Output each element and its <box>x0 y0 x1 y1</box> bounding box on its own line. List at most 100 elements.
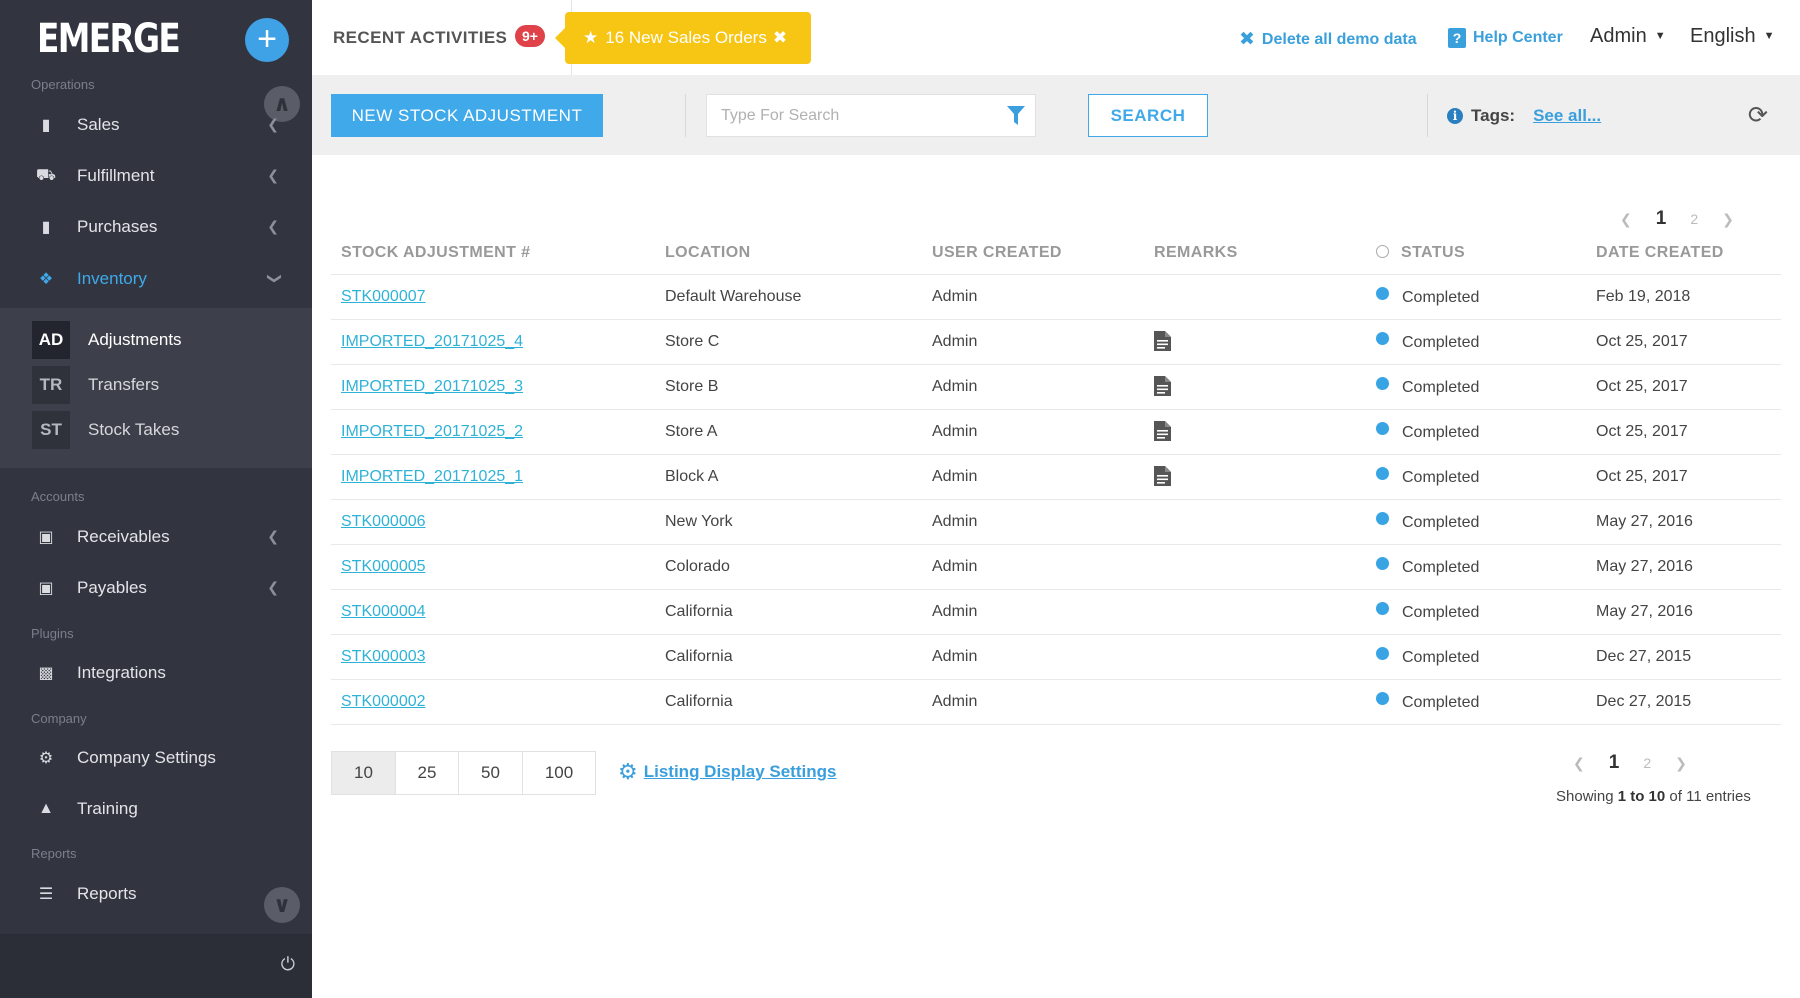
cell-remarks <box>1154 544 1376 590</box>
cell-remarks <box>1154 589 1376 635</box>
cell-id: STK000006 <box>331 499 665 545</box>
delete-demo-data-link[interactable]: ✖ Delete all demo data <box>1239 28 1417 51</box>
filter-icon[interactable] <box>1007 106 1025 126</box>
page-size-option[interactable]: 10 <box>332 752 396 794</box>
adjustment-link[interactable]: STK000002 <box>341 692 426 710</box>
power-icon[interactable]: ⏻ <box>280 954 295 974</box>
new-sales-orders-notice[interactable]: ★ 16 New Sales Orders ✖ <box>555 12 811 64</box>
column-header-location[interactable]: LOCATION <box>665 232 932 275</box>
search-input[interactable] <box>707 95 987 136</box>
page-current[interactable]: 1 <box>1655 208 1667 229</box>
table-row[interactable]: STK000004 California Admin Completed May 27,… <box>331 589 1781 635</box>
table-row[interactable]: IMPORTED_20171025_1 Block A Admin Completed… <box>331 454 1781 500</box>
language-dropdown[interactable]: English ▼ <box>1690 25 1775 48</box>
section-accounts: Accounts <box>31 489 85 504</box>
sidebar-item-purchases[interactable]: ▮ Purchases ❮ <box>0 202 312 252</box>
page-size-option[interactable]: 100 <box>544 763 574 782</box>
chevron-down-icon: ❮ <box>264 272 281 285</box>
adjustment-link[interactable]: STK000004 <box>341 602 426 620</box>
cell-date: Dec 27, 2015 <box>1596 634 1781 680</box>
close-icon[interactable]: ✖ <box>772 28 788 47</box>
column-header-user[interactable]: USER CREATED <box>932 232 1154 275</box>
submenu-item-stock-takes[interactable]: ST Stock Takes <box>32 411 179 449</box>
see-all-tags-link[interactable]: See all... <box>1533 106 1602 125</box>
sidebar-item-payables[interactable]: ▣ Payables ❮ <box>0 563 312 613</box>
cell-user: Admin <box>932 319 1154 365</box>
cell-date: May 27, 2016 <box>1596 589 1781 635</box>
adjustment-link[interactable]: STK000003 <box>341 647 426 665</box>
column-header-id[interactable]: STOCK ADJUSTMENT # <box>331 232 665 275</box>
cell-user: Admin <box>932 409 1154 455</box>
new-stock-adjustment-button[interactable]: NEW STOCK ADJUSTMENT <box>331 94 603 137</box>
document-icon[interactable] <box>1154 466 1171 486</box>
cell-date: Oct 25, 2017 <box>1596 364 1781 410</box>
page-size-option[interactable]: 25 <box>396 752 459 794</box>
adjustment-link[interactable]: IMPORTED_20171025_2 <box>341 422 524 440</box>
adjustment-link[interactable]: STK000007 <box>341 287 426 305</box>
chevron-left-icon[interactable]: ❮ <box>1573 754 1585 771</box>
page-next[interactable]: 2 <box>1690 211 1699 227</box>
column-header-remarks[interactable]: REMARKS <box>1154 232 1376 275</box>
cell-date: May 27, 2016 <box>1596 544 1781 590</box>
table-row[interactable]: STK000003 California Admin Completed Dec 27,… <box>331 634 1781 680</box>
table-row[interactable]: IMPORTED_20171025_4 Store C Admin Completed… <box>331 319 1781 365</box>
refresh-icon[interactable]: ⟳ <box>1747 102 1768 129</box>
adjustment-link[interactable]: IMPORTED_20171025_4 <box>341 332 524 350</box>
sidebar-item-receivables[interactable]: ▣ Receivables ❮ <box>0 512 312 562</box>
status-circle-icon <box>1376 244 1389 258</box>
sidebar-item-label: Integrations <box>77 663 166 682</box>
adjustment-link[interactable]: STK000005 <box>341 557 426 575</box>
column-header-status[interactable]: STATUS <box>1376 232 1596 275</box>
status-label: Completed <box>1402 468 1480 486</box>
adjustment-link[interactable]: IMPORTED_20171025_1 <box>341 467 524 485</box>
sidebar-item-company-settings[interactable]: ⚙ Company Settings <box>0 733 312 783</box>
sidebar-item-inventory[interactable]: ❖ Inventory ❮ <box>0 254 312 304</box>
adjustment-link[interactable]: STK000006 <box>341 512 426 530</box>
status-dot-icon <box>1376 646 1389 660</box>
divider <box>685 94 686 137</box>
bars-icon: ☰ <box>38 886 54 903</box>
recent-activities-link[interactable]: RECENT ACTIVITIES <box>333 28 508 47</box>
cell-location: Store C <box>665 319 932 365</box>
submenu-item-adjustments[interactable]: AD Adjustments <box>32 321 182 359</box>
scroll-down-button[interactable]: ∨ <box>264 887 300 923</box>
add-new-button[interactable]: + <box>245 18 289 62</box>
cell-user: Admin <box>932 634 1154 680</box>
table-row[interactable]: STK000002 California Admin Completed Dec 27,… <box>331 679 1781 725</box>
sidebar-item-fulfillment[interactable]: ⛟ Fulfillment ❮ <box>0 151 312 201</box>
chevron-right-icon[interactable]: ❯ <box>1722 210 1734 227</box>
document-icon[interactable] <box>1154 331 1171 351</box>
help-center-link[interactable]: ? Help Center <box>1448 28 1563 48</box>
sidebar-item-integrations[interactable]: ▩ Integrations <box>0 648 312 698</box>
adjustment-link[interactable]: IMPORTED_20171025_3 <box>341 377 524 395</box>
chevron-right-icon[interactable]: ❯ <box>1675 754 1687 771</box>
table-row[interactable]: IMPORTED_20171025_2 Store A Admin Completed… <box>331 409 1781 455</box>
cell-status: Completed <box>1376 679 1596 725</box>
document-icon[interactable] <box>1154 421 1171 441</box>
table-row[interactable]: STK000005 Colorado Admin Completed May 27, 2… <box>331 544 1781 590</box>
page-current[interactable]: 1 <box>1608 752 1620 773</box>
table-row[interactable]: IMPORTED_20171025_3 Store B Admin Completed… <box>331 364 1781 410</box>
help-center-label: Help Center <box>1473 29 1563 46</box>
cell-location: New York <box>665 499 932 545</box>
scroll-up-button[interactable]: ∧ <box>264 86 300 122</box>
table-row[interactable]: STK000007 Default Warehouse Admin Completed… <box>331 274 1781 320</box>
listing-display-settings-link[interactable]: ⚙ Listing Display Settings <box>618 759 836 785</box>
top-bar: RECENT ACTIVITIES 9+ ★ 16 New Sales Orde… <box>312 0 1800 75</box>
cell-remarks <box>1154 634 1376 680</box>
document-icon[interactable] <box>1154 376 1171 396</box>
user-dropdown[interactable]: Admin ▼ <box>1590 25 1666 48</box>
table-row[interactable]: STK000006 New York Admin Completed May 27, 2… <box>331 499 1781 545</box>
sidebar-item-training[interactable]: ▲ Training <box>0 784 312 834</box>
sidebar-item-sales[interactable]: ▮ Sales ❮ <box>0 100 312 150</box>
sidebar-item-reports[interactable]: ☰ Reports <box>0 869 312 919</box>
page-next[interactable]: 2 <box>1643 755 1652 771</box>
chevron-left-icon[interactable]: ❮ <box>1620 210 1632 227</box>
column-header-date[interactable]: DATE CREATED <box>1596 232 1781 275</box>
page-size-option[interactable]: 50 <box>459 752 523 794</box>
sidebar-item-label: Sales <box>77 115 120 134</box>
search-button[interactable]: SEARCH <box>1088 94 1208 137</box>
app-logo: EMERGE <box>37 16 181 62</box>
submenu-item-transfers[interactable]: TR Transfers <box>32 366 159 404</box>
cell-date: May 27, 2016 <box>1596 499 1781 545</box>
